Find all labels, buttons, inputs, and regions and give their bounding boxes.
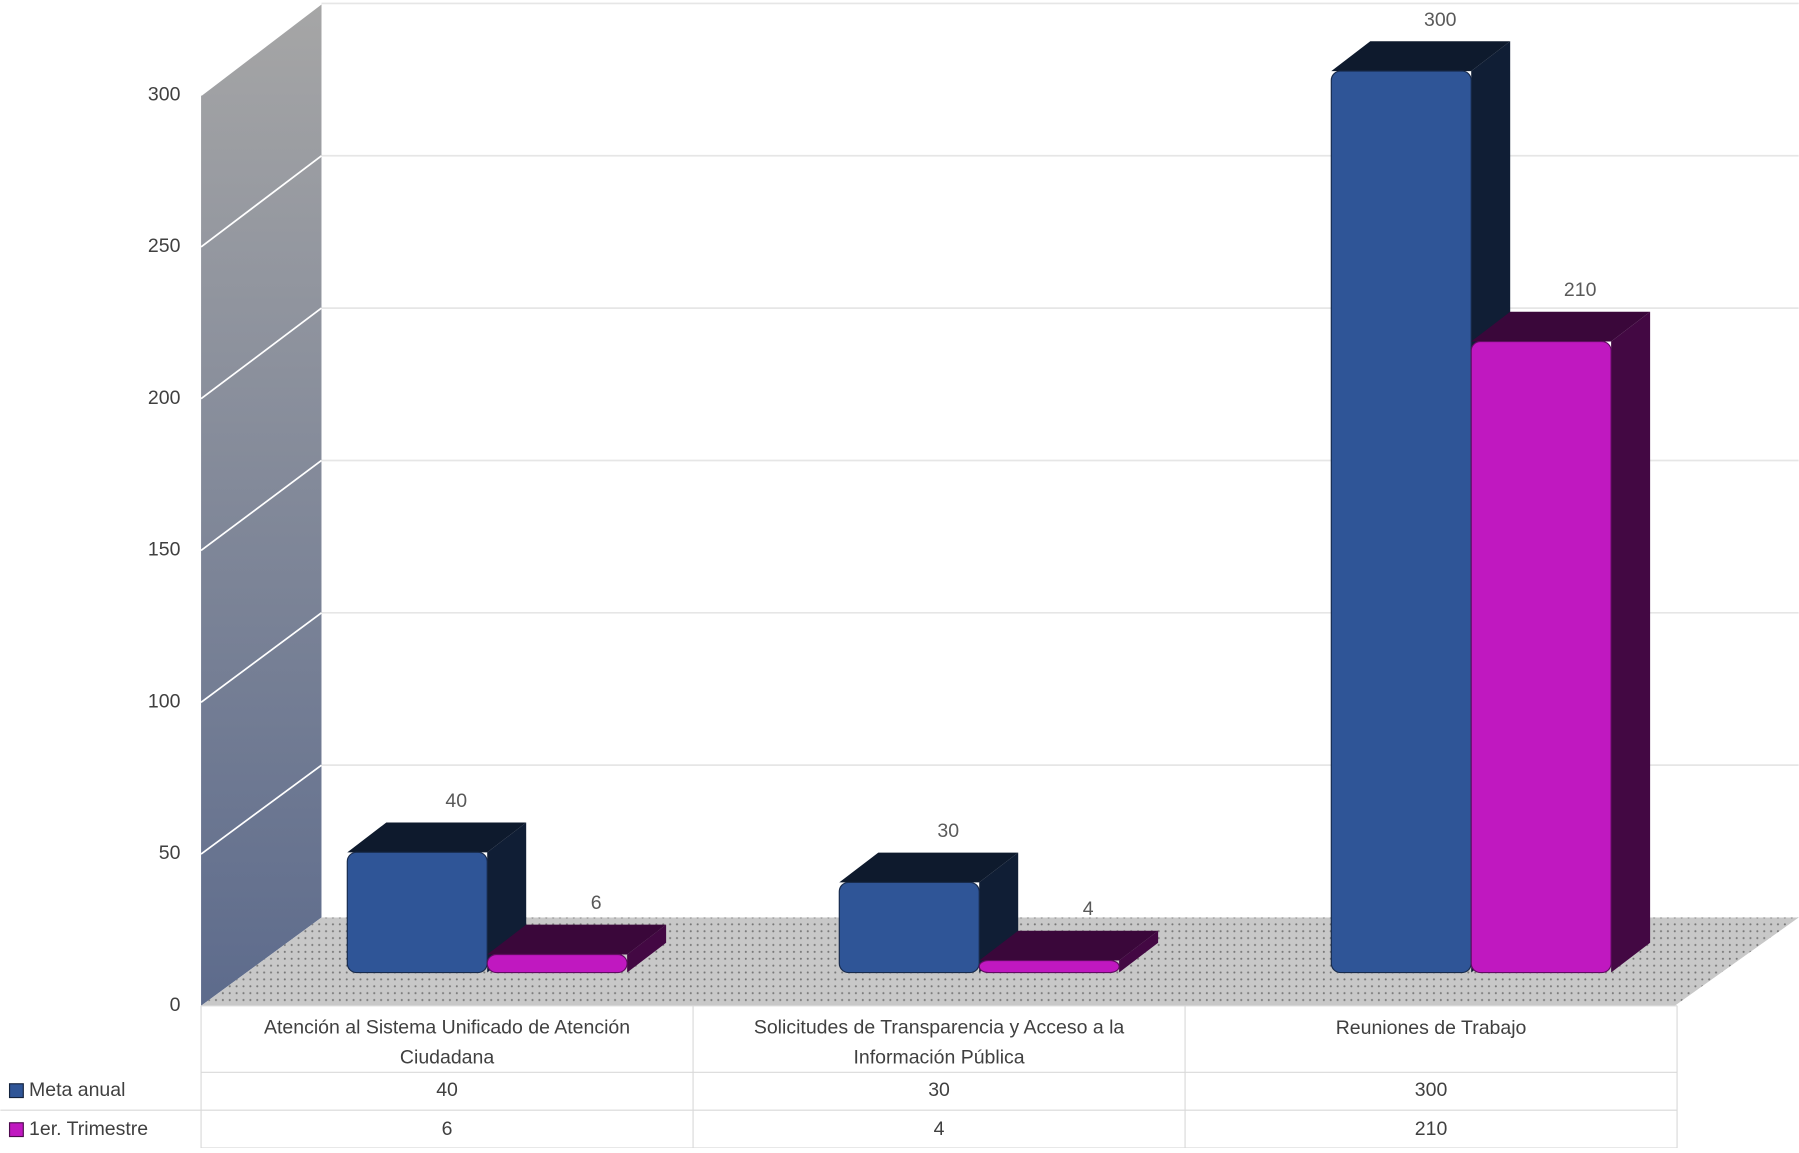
bar <box>346 851 488 974</box>
bar-top <box>979 930 1159 961</box>
data-label: 40 <box>445 790 467 812</box>
x-tick-label-line: Ciudadana <box>400 1047 494 1069</box>
legend-label: 1er. Trimestre <box>29 1118 148 1140</box>
y-tick-label: 200 <box>148 387 181 409</box>
y-tick-label: 150 <box>148 539 181 561</box>
data-label: 4 <box>1083 898 1094 920</box>
bar <box>486 953 628 974</box>
bar <box>978 959 1120 974</box>
y-tick-label: 0 <box>170 994 181 1016</box>
table-value: 300 <box>1415 1079 1448 1101</box>
legend-label: Meta anual <box>29 1079 125 1101</box>
data-label: 6 <box>591 892 602 914</box>
legend-key <box>8 1122 24 1138</box>
y-tick-label: 300 <box>148 83 181 105</box>
bar <box>838 881 980 974</box>
table-value: 30 <box>928 1079 950 1101</box>
table-value: 210 <box>1415 1118 1448 1140</box>
x-tick-label-line: Información Pública <box>854 1047 1025 1069</box>
legend-key <box>8 1083 24 1099</box>
bar-top <box>839 852 1019 883</box>
y-tick-label: 250 <box>148 235 181 257</box>
bar-top <box>347 822 527 853</box>
grid-line <box>200 612 322 703</box>
grid-line <box>200 459 323 552</box>
x-tick-label: Atención al Sistema Unificado de Atenció… <box>264 1017 630 1069</box>
grid-line <box>200 155 323 248</box>
bar-side <box>1119 930 1159 973</box>
y-tick-label: 50 <box>159 842 181 864</box>
data-label: 30 <box>937 820 959 842</box>
table-value: 40 <box>436 1079 458 1101</box>
bar-top <box>487 924 667 955</box>
data-label: 300 <box>1424 9 1457 31</box>
bar-side <box>627 924 667 973</box>
bar-top <box>1331 41 1511 72</box>
data-label: 210 <box>1564 279 1597 301</box>
bar-top <box>1471 311 1651 342</box>
table-value: 4 <box>934 1118 945 1140</box>
y-tick-label: 100 <box>148 690 181 712</box>
bar-side <box>1611 311 1651 973</box>
grid-line <box>200 764 322 855</box>
bar <box>1470 340 1612 974</box>
grid-line <box>200 2 323 96</box>
x-tick-label: Reuniones de Trabajo <box>1336 1017 1527 1039</box>
x-tick-label: Solicitudes de Transparencia y Acceso a … <box>754 1017 1125 1069</box>
table-value: 6 <box>442 1118 453 1140</box>
x-tick-label-line: Solicitudes de Transparencia y Acceso a … <box>754 1017 1125 1039</box>
bar <box>1330 70 1472 974</box>
x-tick-label-line: Atención al Sistema Unificado de Atenció… <box>264 1017 630 1039</box>
grid-line <box>200 307 323 400</box>
